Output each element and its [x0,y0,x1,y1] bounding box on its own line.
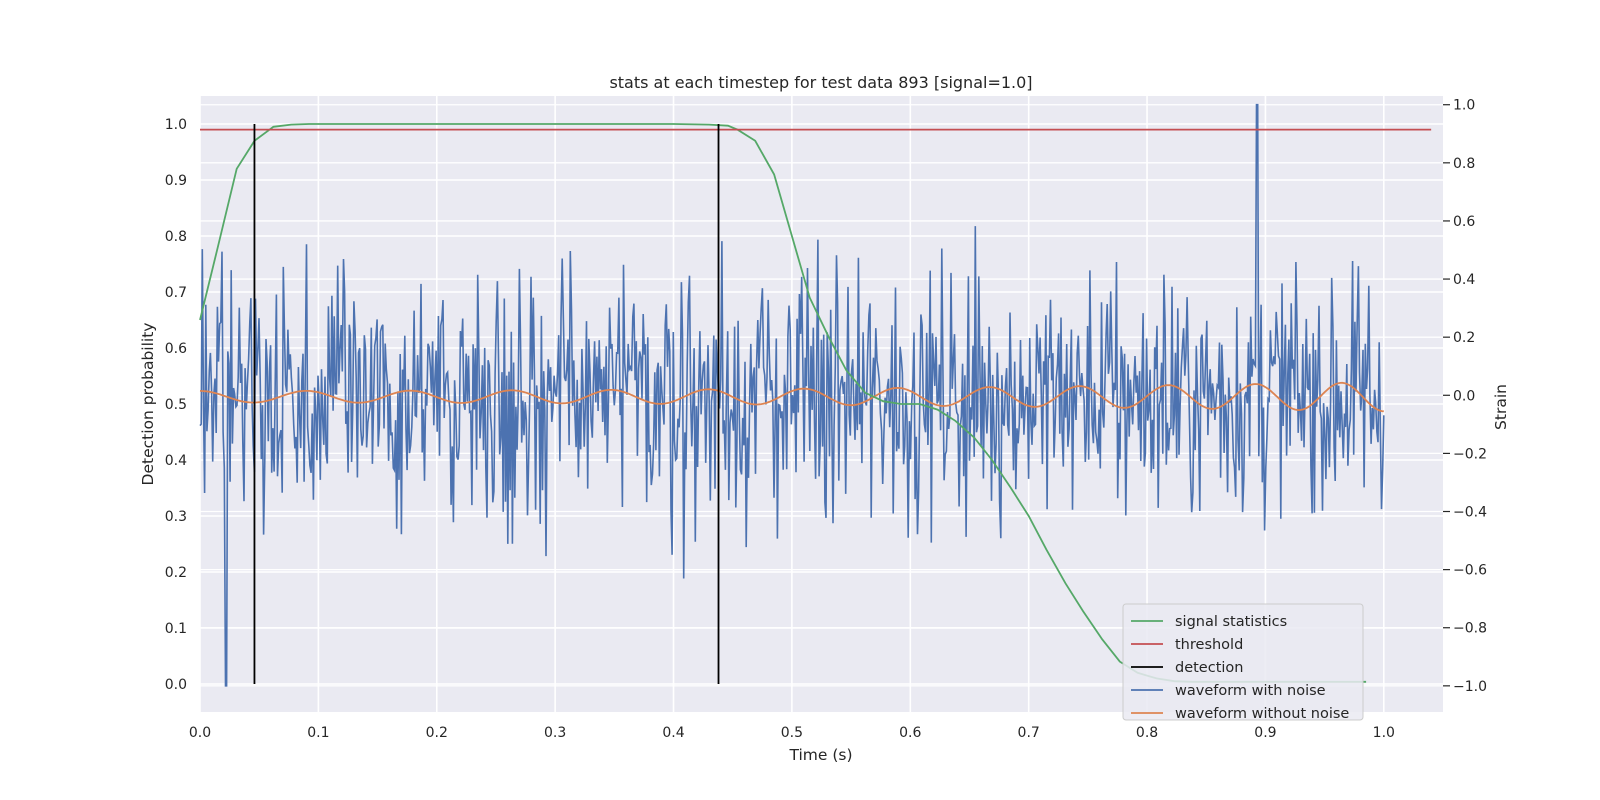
y2-tick-label: 0.0 [1453,388,1475,404]
x-tick-label: 0.3 [544,725,566,741]
y-tick-label: 0.0 [165,677,187,693]
y2-tick-label: 0.4 [1453,272,1475,288]
chart-title: stats at each timestep for test data 893… [609,73,1032,92]
y2-tick-label: −0.6 [1453,563,1487,579]
x-tick-label: 0.0 [189,725,211,741]
y-tick-label: 0.3 [165,509,187,525]
series-waveform-with-noise [199,103,1385,687]
y-tick-label: 1.0 [165,117,187,133]
y2-tick-label: 0.2 [1453,330,1475,346]
y-tick-label: 0.8 [165,229,187,245]
series-waveform-without-noise [199,381,1384,413]
x-tick-label: 0.8 [1136,725,1158,741]
y-tick-label: 0.4 [165,453,187,469]
y2-tick-label: −0.2 [1453,446,1487,462]
legend: signal statistics threshold detection wavef… [1122,603,1364,722]
x-tick-label: 0.9 [1254,725,1276,741]
x-tick-label: 0.5 [781,725,803,741]
x-tick-label: 0.6 [899,725,921,741]
x-tick-label: 0.2 [426,725,448,741]
waveform-with-noise-line [199,103,1385,687]
y2-tick-label: −0.8 [1453,621,1487,637]
y2-tick-label: −1.0 [1453,679,1487,695]
y2-tick-label: 0.6 [1453,214,1475,230]
y-tick-label: 0.2 [165,565,187,581]
y2-tick-label: 1.0 [1453,98,1475,114]
y-tick-label: 0.9 [165,173,187,189]
series-detection [253,124,720,684]
x-axis-title: Time (s) [788,746,852,764]
legend-label: signal statistics [1175,614,1287,630]
x-tick-label: 0.7 [1018,725,1040,741]
y-axis-title: Detection probability [139,323,157,486]
y-tick-label: 0.7 [165,285,187,301]
legend-label: detection [1175,660,1243,676]
y-tick-label: 0.5 [165,397,187,413]
grid [199,96,1443,712]
y-tick-label: 0.1 [165,621,187,637]
x-tick-label: 0.1 [307,725,329,741]
y2-tick-label: 0.8 [1453,156,1475,172]
ticks: 0.0 0.1 0.2 0.3 0.4 0.5 0.6 0.7 0.8 0.9 1.0 0.0 0.1 0… [165,98,1487,741]
legend-label: threshold [1175,637,1243,653]
y2-tick-label: −0.4 [1453,505,1487,521]
legend-box [1122,603,1364,721]
x-tick-label: 0.4 [662,725,684,741]
y-tick-label: 0.6 [165,341,187,357]
x-tick-label: 1.0 [1373,725,1395,741]
legend-label: waveform with noise [1175,683,1326,699]
y2-axis-title: Strain [1492,384,1510,430]
waveform-without-noise-line [199,381,1384,413]
legend-label: waveform without noise [1175,706,1349,722]
